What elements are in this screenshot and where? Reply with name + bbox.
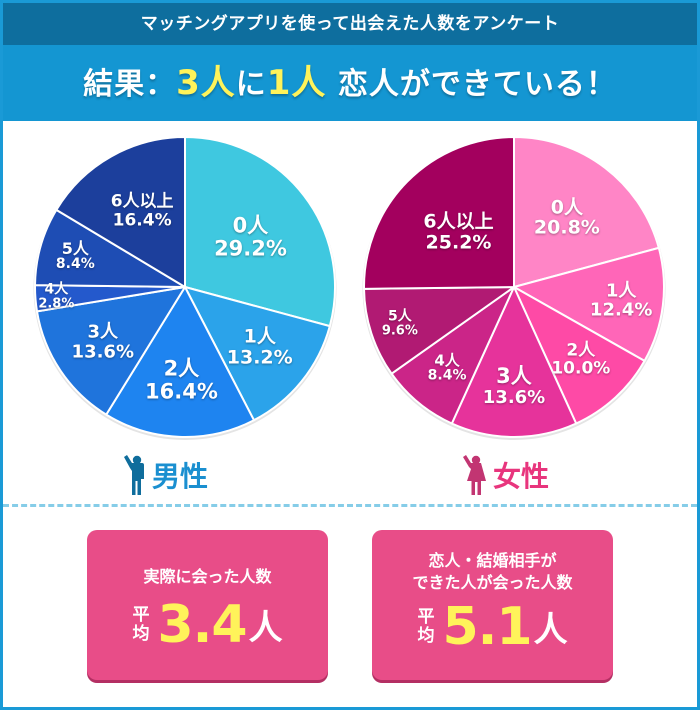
stat-value: 3.4 [157, 595, 247, 655]
stat-unit: 人 [533, 610, 568, 650]
average-label: 平 均 [132, 606, 149, 644]
slice-percent: 10.0% [551, 359, 611, 379]
male-legend: 男性 [122, 455, 208, 495]
slice-category: 6人以上 [423, 210, 494, 233]
slice-category: 5人 [61, 238, 89, 258]
slice-percent: 13.6% [71, 341, 134, 363]
stat-value: 5.1 [442, 597, 532, 657]
slice-percent: 25.2% [425, 231, 492, 254]
slice-percent: 20.8% [533, 216, 600, 239]
male-pie-chart: 0人 29.2% 1人 13.2% 2人 16.4% 3人 13.6% 4人 2.8% 5人 8.4%… [30, 125, 340, 445]
stat-title-line-1: 恋人・結婚相手が [428, 551, 557, 570]
stat-value-row: 平 均 5.1 人 [372, 596, 613, 658]
pie-slice [363, 286, 515, 375]
slice-percent: 16.4% [145, 378, 218, 403]
slice-category: 5人 [387, 308, 412, 325]
pie-svg [33, 136, 337, 440]
female-pie-chart: 0人 20.8% 1人 12.4% 2人 10.0% 3人 13.6% 4人 8.4% 5人 9.6%… [359, 125, 669, 445]
slice-label: 1人 12.4% [590, 281, 652, 320]
slice-label: 2人 10.0% [551, 340, 611, 379]
pie-svg [362, 136, 666, 440]
stat-value-row: 平 均 3.4 人 [87, 594, 328, 656]
slice-percent: 2.8% [38, 296, 75, 312]
stat-box-average-met-with-partner: 恋人・結婚相手が できた人が会った人数 平 均 5.1 人 [372, 530, 613, 680]
slice-category: 4人 [44, 281, 69, 298]
slice-category: 6人以上 [110, 191, 174, 212]
slice-percent: 8.4% [427, 367, 467, 384]
slice-label: 3人 13.6% [71, 321, 134, 363]
stat-unit: 人 [248, 608, 283, 648]
slice-label: 4人 8.4% [428, 352, 467, 383]
slice-category: 3人 [496, 363, 532, 388]
average-label-char-1: 平 [132, 605, 150, 625]
headline-mid: に [235, 67, 267, 102]
pie-slice [513, 136, 660, 288]
slice-label: 1人 13.2% [227, 327, 293, 368]
pie-slice [35, 286, 186, 416]
stat-title-line-2: できた人が会った人数 [412, 573, 573, 592]
slice-category: 1人 [605, 280, 637, 302]
average-label-char-2: 均 [417, 626, 435, 646]
pie-slice [184, 136, 336, 328]
stat-box-average-met: 実際に会った人数 平 均 3.4 人 [87, 530, 328, 680]
slice-label: 5人 8.4% [55, 238, 95, 272]
average-label-char-1: 平 [417, 607, 435, 627]
survey-subtitle: マッチングアプリを使って出会えた人数をアンケート [3, 3, 697, 45]
headline-highlight-1: 3人 [176, 63, 236, 103]
average-label: 平 均 [417, 608, 434, 646]
slice-category: 0人 [232, 213, 269, 238]
slice-label: 4人 2.8% [38, 282, 74, 311]
slice-percent: 9.6% [381, 323, 418, 339]
slice-label: 0人 29.2% [214, 214, 287, 259]
pie-slice [513, 246, 665, 362]
headline-prefix: 結果： [83, 67, 177, 102]
average-label-char-2: 均 [132, 624, 150, 644]
pie-slice [105, 286, 255, 438]
dashed-divider [3, 504, 697, 507]
slice-label: 5人 9.6% [381, 308, 418, 339]
slice-percent: 8.4% [55, 255, 95, 272]
stat-title: 実際に会った人数 [143, 567, 272, 586]
slice-category: 2人 [566, 340, 596, 361]
male-label: 男性 [152, 460, 209, 493]
slice-percent: 13.2% [226, 346, 293, 369]
slice-percent: 13.6% [482, 386, 546, 408]
slice-category: 0人 [550, 196, 583, 219]
slice-category: 3人 [87, 321, 119, 343]
male-person-icon [124, 455, 144, 495]
slice-label: 2人 16.4% [145, 357, 218, 402]
slice-category: 2人 [163, 356, 200, 381]
headline-highlight-2: 1人 [266, 63, 327, 103]
pie-slice [450, 286, 578, 438]
pie-slice [55, 136, 186, 288]
slice-label: 0人 20.8% [534, 197, 600, 238]
slice-percent: 16.4% [112, 210, 172, 231]
result-headline: 結果：3人に1人 恋人ができている！ [3, 45, 697, 121]
slice-category: 1人 [243, 325, 276, 348]
female-person-icon [463, 455, 486, 495]
female-legend: 女性 [461, 455, 549, 495]
pie-slice [184, 286, 331, 422]
female-label: 女性 [493, 460, 550, 493]
slice-label: 6人以上 25.2% [423, 212, 493, 253]
slice-percent: 12.4% [589, 299, 653, 321]
headline-suffix: 恋人ができている！ [326, 67, 617, 102]
pie-slice [513, 286, 646, 425]
slice-label: 3人 13.6% [483, 365, 545, 407]
pie-slice [363, 136, 515, 290]
slice-label: 6人以上 16.4% [111, 193, 174, 230]
slice-percent: 29.2% [214, 235, 287, 260]
slice-category: 4人 [434, 351, 460, 370]
